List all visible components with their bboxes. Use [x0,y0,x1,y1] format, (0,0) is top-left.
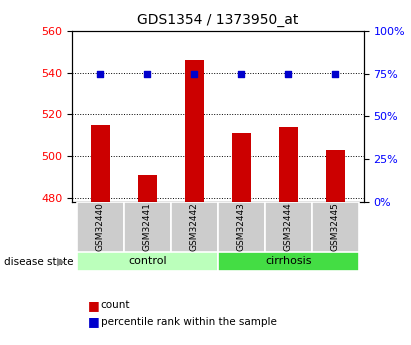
Text: percentile rank within the sample: percentile rank within the sample [101,317,277,326]
Bar [232,133,251,202]
Text: GSM32445: GSM32445 [331,203,340,251]
Text: GSM32440: GSM32440 [96,203,105,251]
Point [191,71,198,77]
Bar [76,252,218,271]
Bar [76,202,124,252]
Text: GSM32441: GSM32441 [143,203,152,251]
Point [285,71,292,77]
Text: count: count [101,300,130,310]
Title: GDS1354 / 1373950_at: GDS1354 / 1373950_at [137,13,298,27]
Bar [91,125,110,202]
Bar [265,202,312,252]
Text: cirrhosis: cirrhosis [265,256,312,266]
Point [144,71,150,77]
Text: GSM32444: GSM32444 [284,203,293,251]
Text: ■: ■ [88,299,100,312]
Bar [171,202,218,252]
Text: GSM32443: GSM32443 [237,203,246,251]
Bar [185,60,204,202]
Bar [326,150,345,202]
Bar [218,252,359,271]
Point [97,71,104,77]
Bar [124,202,171,252]
Bar [218,202,265,252]
Text: ▶: ▶ [57,257,65,266]
Text: disease state: disease state [4,257,74,266]
Point [238,71,245,77]
Bar [138,175,157,202]
Text: ■: ■ [88,315,100,328]
Point [332,71,339,77]
Text: GSM32442: GSM32442 [190,203,199,251]
Text: control: control [128,256,166,266]
Bar [312,202,359,252]
Bar [279,127,298,202]
